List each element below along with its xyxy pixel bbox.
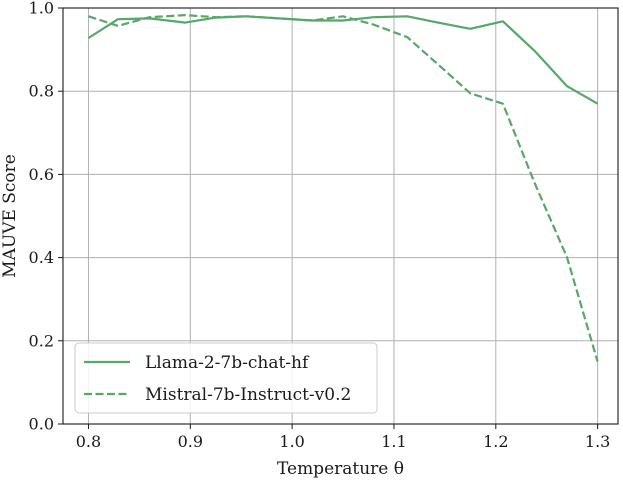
series-line-mistral: [88, 14, 599, 362]
y-tick-label: 0.4: [29, 248, 54, 267]
series-lines: [87, 14, 599, 362]
x-tick-label: 1.1: [381, 432, 406, 451]
y-axis-label: MAUVE Score: [0, 154, 20, 278]
legend-box: [74, 342, 378, 414]
y-tick-label: 0.8: [29, 82, 54, 101]
x-tick-label: 1.0: [279, 432, 304, 451]
x-tick-label: 1.3: [585, 432, 610, 451]
y-tick-label: 0.6: [29, 165, 54, 184]
legend-label-mistral: Mistral-7b-Instruct-v0.2: [145, 385, 351, 405]
plot-area-frame: [62, 7, 619, 425]
y-tick-label: 1.0: [29, 0, 54, 18]
series-line-llama: [87, 15, 599, 105]
y-tick-label: 0.0: [29, 415, 54, 434]
x-tick-label: 0.8: [76, 432, 101, 451]
y-tick-label: 0.2: [29, 331, 54, 350]
legend-label-llama: Llama-2-7b-chat-hf: [145, 353, 310, 373]
x-axis-label: Temperature θ: [277, 459, 404, 479]
x-tick-label: 1.2: [483, 432, 508, 451]
legend: Llama-2-7b-chat-hf Mistral-7b-Instruct-v…: [74, 342, 378, 414]
x-tick-label: 0.9: [178, 432, 203, 451]
axis-ticks: 0.8 0.9 1.0 1.1 1.2 1.3 0.0 0.2 0.4 0.6 0.8 1.0: [29, 0, 611, 451]
